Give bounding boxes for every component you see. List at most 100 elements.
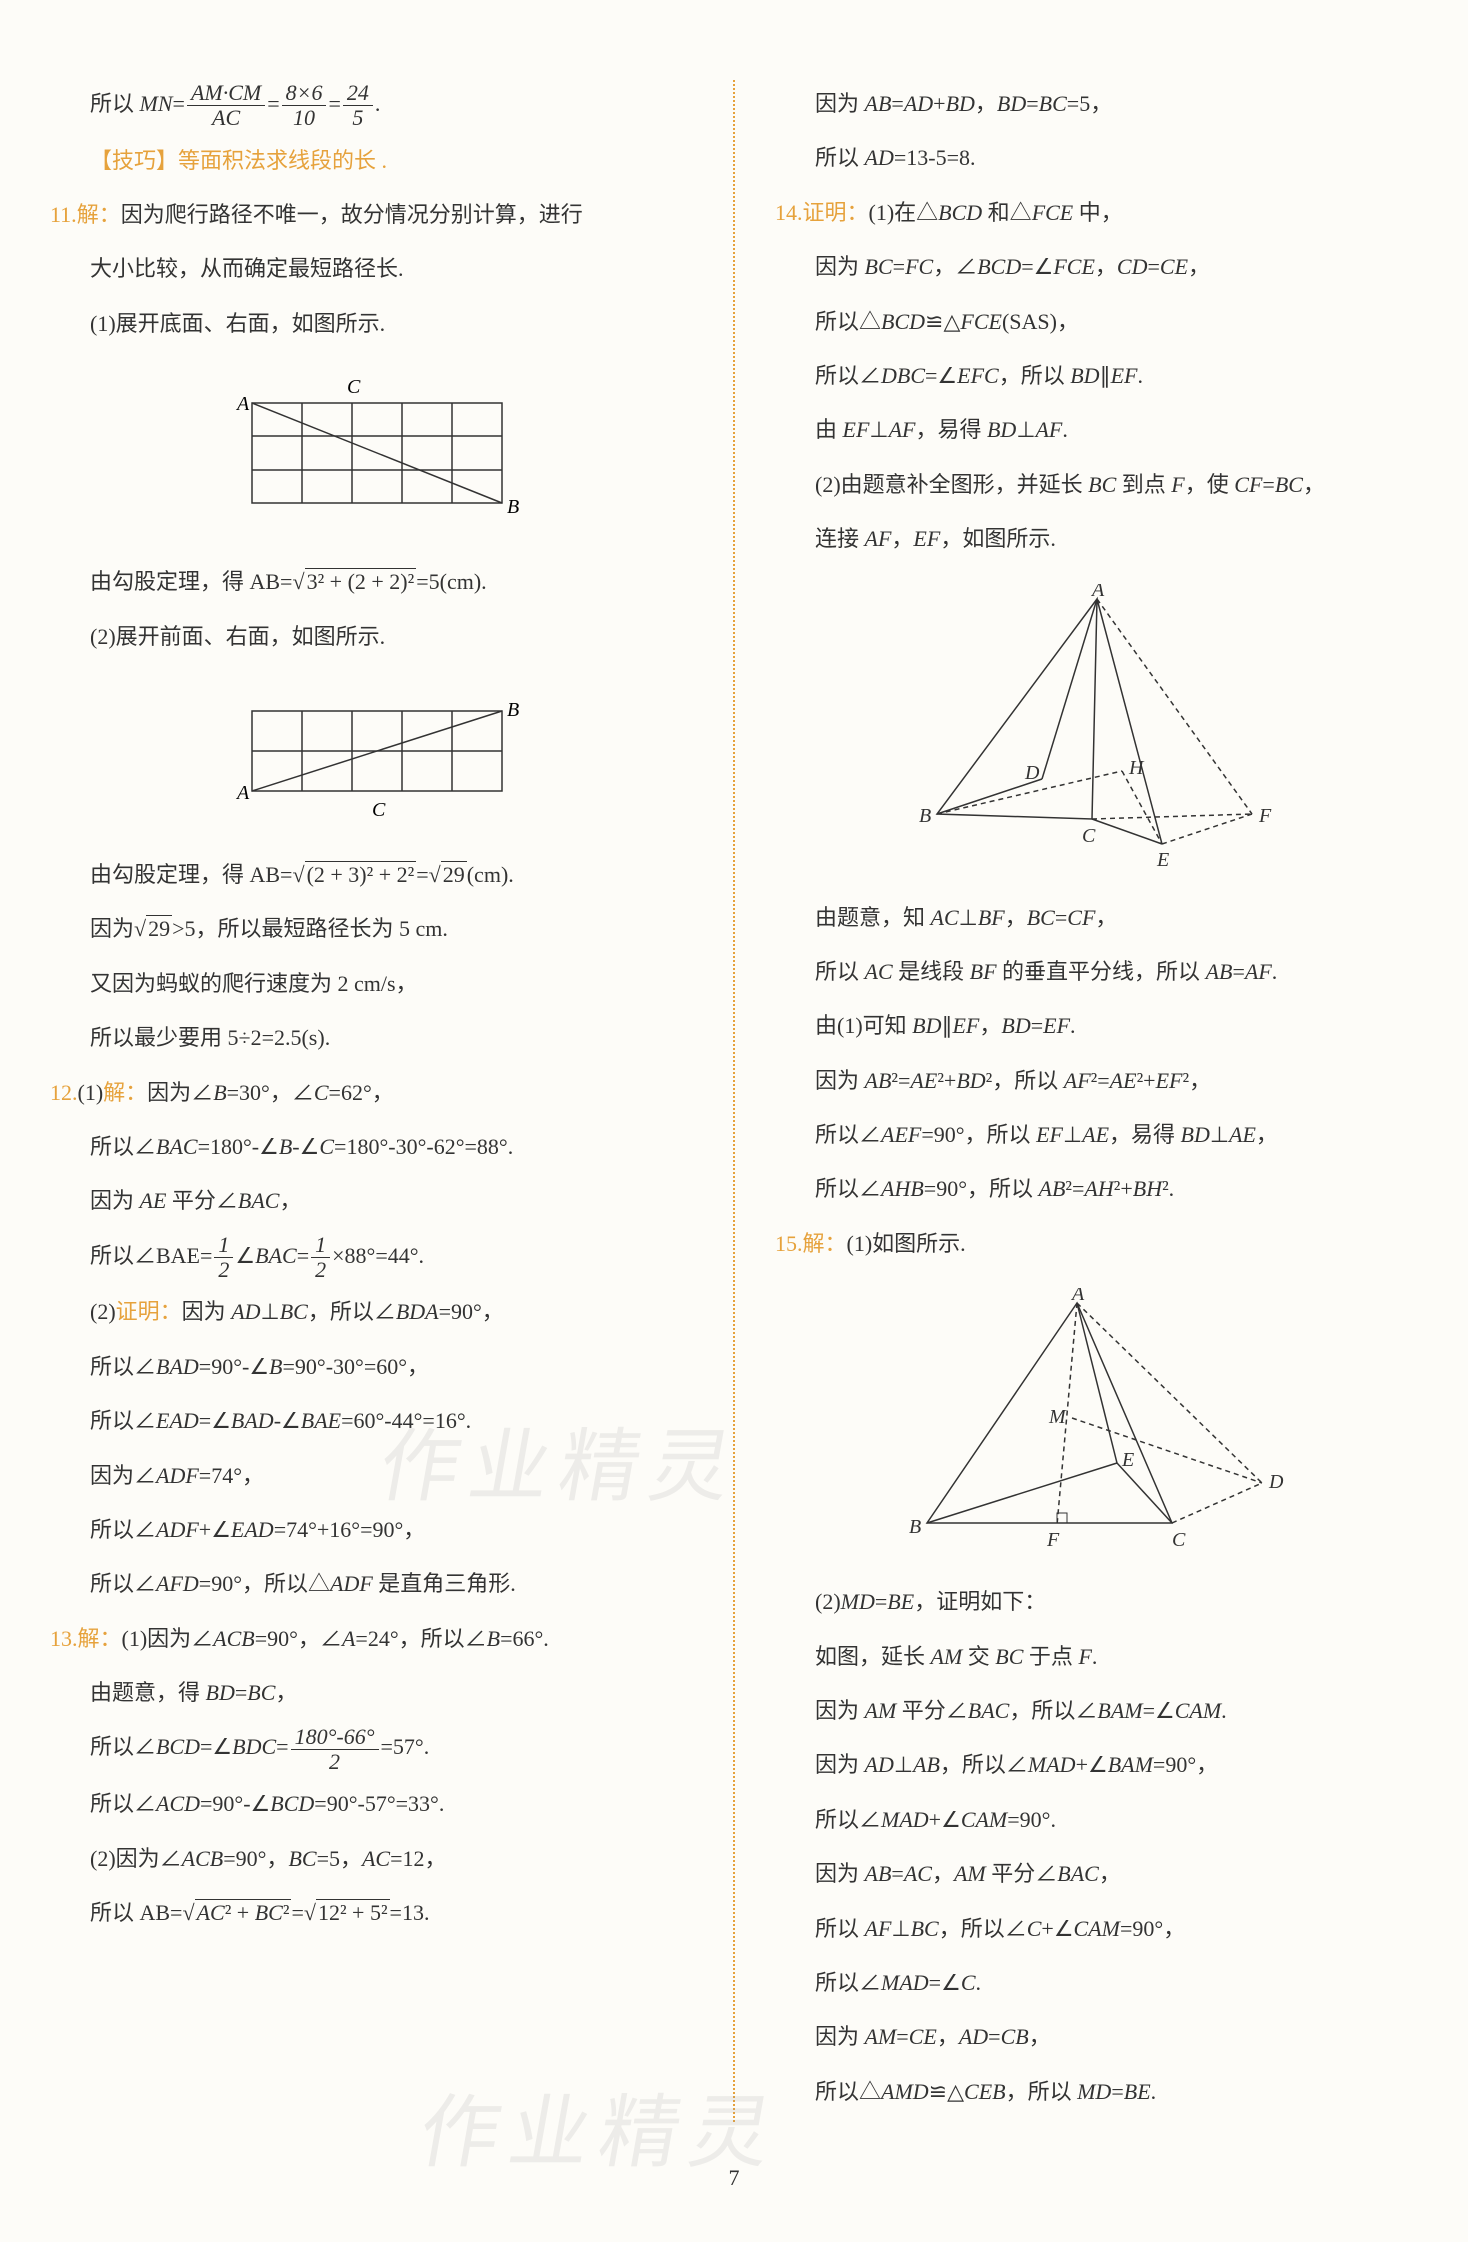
text: 因为 — [90, 916, 134, 941]
text-line: 所以最少要用 5÷2=2.5(s). — [50, 1014, 693, 1062]
text-line: 所以∠BAE=12∠BAC=12×88°=44°. — [50, 1232, 693, 1283]
q-number: 14. — [775, 200, 803, 225]
q14-start: 14.证明：(1)在△BCD 和△FCE 中， — [775, 189, 1418, 237]
svg-text:H: H — [1128, 757, 1145, 779]
text-line: 因为 AD⊥AB，所以∠MAD+∠BAM=90°， — [775, 1741, 1418, 1789]
text-line: 因为 AB=AD+BD，BD=BC=5， — [775, 80, 1418, 128]
q11-start: 11.解：因为爬行路径不唯一，故分情况分别计算，进行 — [50, 191, 693, 239]
text: 所以 AB= — [90, 1900, 182, 1925]
text-line: 所以∠AEF=90°，所以 EF⊥AE，易得 BD⊥AE， — [775, 1111, 1418, 1159]
text: = — [416, 862, 428, 887]
figure-11-2: A B C — [50, 681, 693, 831]
num: 1 — [214, 1233, 233, 1258]
text-line: 连接 AF，EF，如图所示. — [775, 515, 1418, 563]
text-line: (2)MD=BE，证明如下： — [775, 1578, 1418, 1626]
radicand: (2 + 3)² + 2² — [305, 861, 417, 887]
text-line: 因为 BC=FC，∠BCD=∠FCE，CD=CE， — [775, 243, 1418, 291]
q-number: 13. — [50, 1626, 78, 1651]
figure-11-1: A B C — [50, 368, 693, 538]
text-line: 所以△AMD≌△CEB，所以 MD=BE. — [775, 2068, 1418, 2116]
text-line: (1)展开底面、右面，如图所示. — [50, 300, 693, 348]
text-line: 因为 AB=AC，AM 平分∠BAC， — [775, 1850, 1418, 1898]
text-line: 因为 AE 平分∠BAC， — [50, 1177, 693, 1225]
text: 所以∠BCD=∠BDC= — [90, 1734, 289, 1759]
text-line: 所以△BCD≌△FCE(SAS)， — [775, 298, 1418, 346]
svg-text:B: B — [507, 699, 519, 721]
svg-text:C: C — [1172, 1529, 1186, 1551]
text: =13. — [390, 1900, 430, 1925]
text: (1)因为∠ACB=90°，∠A=24°，所以∠B=66°. — [122, 1626, 549, 1651]
svg-text:D: D — [1268, 1471, 1284, 1493]
head: 解： — [803, 1231, 847, 1256]
text: 所以∠BAE= — [90, 1243, 212, 1268]
radicand: 29 — [146, 915, 172, 941]
q12-start: 12.(1)解：因为∠B=30°，∠C=62°， — [50, 1069, 693, 1117]
den: 2 — [311, 1258, 330, 1282]
text-line: 如图，延长 AM 交 BC 于点 F. — [775, 1633, 1418, 1681]
text-line: 所以 AC 是线段 BF 的垂直平分线，所以 AB=AF. — [775, 948, 1418, 996]
text-line: (2)展开前面、右面，如图所示. — [50, 613, 693, 661]
text-line: (2)证明：因为 AD⊥BC，所以∠BDA=90°， — [50, 1288, 693, 1336]
text: (1)解：因为∠B=30°，∠C=62°， — [78, 1080, 394, 1105]
text-line: (2)由题意补全图形，并延长 BC 到点 F，使 CF=BC， — [775, 461, 1418, 509]
text-line: 又因为蚂蚁的爬行速度为 2 cm/s， — [50, 960, 693, 1008]
figure-14: A B C D E F H — [775, 584, 1418, 874]
text-line: 由勾股定理，得 AB=(2 + 3)² + 2²=29(cm). — [50, 851, 693, 899]
den: 2 — [214, 1258, 233, 1282]
text-line: 所以∠ACD=90°-∠BCD=90°-57°=33°. — [50, 1780, 693, 1828]
svg-text:F: F — [1046, 1529, 1060, 1551]
page-number: 7 — [729, 2154, 740, 2202]
text-line: (2)因为∠ACB=90°，BC=5，AC=12， — [50, 1835, 693, 1883]
svg-text:M: M — [1048, 1406, 1067, 1428]
den: 2 — [291, 1750, 379, 1774]
text: ×88°=44°. — [332, 1243, 424, 1268]
svg-text:D: D — [1024, 762, 1040, 784]
text-line: 所以∠AFD=90°，所以△ADF 是直角三角形. — [50, 1560, 693, 1608]
text: =57°. — [381, 1734, 430, 1759]
svg-text:F: F — [1258, 805, 1272, 827]
text: (1)在△BCD 和△FCE 中， — [869, 200, 1123, 225]
figure-15: A B C D E F M — [775, 1288, 1418, 1558]
radicand: 3² + (2 + 2)² — [305, 568, 417, 594]
text-line: 所以∠BAD=90°-∠B=90°-30°=60°， — [50, 1343, 693, 1391]
svg-text:B: B — [919, 805, 931, 827]
text-line: 由题意，知 AC⊥BF，BC=CF， — [775, 894, 1418, 942]
num: 1 — [311, 1233, 330, 1258]
text-line: 所以∠BCD=∠BDC=180°-66°2=57°. — [50, 1723, 693, 1774]
svg-text:B: B — [909, 1516, 921, 1538]
svg-text:C: C — [372, 799, 386, 821]
svg-text:C: C — [347, 376, 361, 398]
text-line: 由 EF⊥AF，易得 BD⊥AF. — [775, 406, 1418, 454]
text-line: 因为 29>5，所以最短路径长为 5 cm. — [50, 905, 693, 953]
q15-start: 15.解：(1)如图所示. — [775, 1220, 1418, 1268]
text: >5，所以最短路径长为 5 cm. — [172, 916, 448, 941]
left-column: 所以 MN=AM·CMAC=8×610=245. 【技巧】等面积法求线段的长 .… — [50, 80, 693, 2122]
svg-text:C: C — [1082, 825, 1096, 847]
text-line: 因为 AM=CE，AD=CB， — [775, 2013, 1418, 2061]
text-line: 由题意，得 BD=BC， — [50, 1669, 693, 1717]
svg-text:B: B — [507, 496, 519, 518]
text: 由勾股定理，得 AB= — [90, 569, 292, 594]
q13-start: 13.解：(1)因为∠ACB=90°，∠A=24°，所以∠B=66°. — [50, 1615, 693, 1663]
svg-text:A: A — [235, 393, 250, 415]
q-number: 12. — [50, 1080, 78, 1105]
text-line: 所以∠DBC=∠EFC，所以 BD∥EF. — [775, 352, 1418, 400]
text-line: 所以 AB=AC² + BC²=12² + 5²=13. — [50, 1889, 693, 1937]
svg-text:E: E — [1156, 849, 1169, 871]
text-line: 所以 AF⊥BC，所以∠C+∠CAM=90°， — [775, 1905, 1418, 1953]
text-line: 由勾股定理，得 AB=3² + (2 + 2)²=5(cm). — [50, 558, 693, 606]
text-line: 所以∠EAD=∠BAD-∠BAE=60°-44°=16°. — [50, 1397, 693, 1445]
q-number: 15. — [775, 1231, 803, 1256]
num: 180°-66° — [291, 1725, 379, 1750]
text-line: 所以∠AHB=90°，所以 AB²=AH²+BH². — [775, 1165, 1418, 1213]
text-line: 所以∠MAD=∠C. — [775, 1959, 1418, 2007]
text-line: 因为∠ADF=74°， — [50, 1452, 693, 1500]
column-divider — [733, 80, 735, 2122]
text-line: 所以 MN=AM·CMAC=8×610=245. — [50, 80, 693, 131]
tip-line: 【技巧】等面积法求线段的长 . — [50, 137, 693, 185]
text-line: 由(1)可知 BD∥EF，BD=EF. — [775, 1002, 1418, 1050]
radicand: AC² + BC² — [195, 1899, 292, 1925]
text-line: 所以∠MAD+∠CAM=90°. — [775, 1796, 1418, 1844]
text: 由勾股定理，得 AB= — [90, 862, 292, 887]
text-line: 因为 AM 平分∠BAC，所以∠BAM=∠CAM. — [775, 1687, 1418, 1735]
